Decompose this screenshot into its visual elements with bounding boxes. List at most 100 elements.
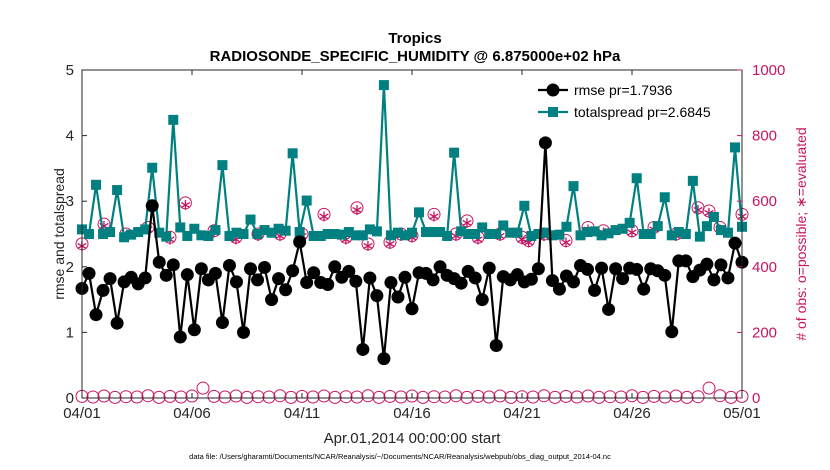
obs-possible-marker (317, 207, 331, 221)
rmse-marker (595, 261, 609, 275)
totalspread-marker (533, 229, 544, 239)
chart-title: Tropics (388, 30, 441, 47)
totalspread-marker (435, 227, 446, 238)
totalspread-marker (687, 175, 698, 186)
x-tick-label: 04/16 (393, 405, 431, 422)
obs-possible-marker (306, 390, 320, 404)
obs-possible-marker (141, 389, 155, 403)
totalspread-marker (512, 227, 523, 238)
rmse-marker (251, 273, 265, 287)
obs-possible-marker (185, 389, 199, 403)
totalspread-marker (631, 173, 642, 184)
totalspread-marker (217, 160, 228, 171)
y-axis-right-label: # of obs: o=possible; ∗=evaluated (793, 127, 809, 340)
obs-possible-marker (119, 390, 133, 404)
y-left-tick-label: 0 (66, 390, 74, 407)
obs-possible-marker (548, 390, 562, 404)
obs-possible-marker (713, 389, 727, 403)
rmse-marker (286, 264, 300, 278)
totalspread-marker (273, 223, 284, 234)
obs-possible-marker (603, 390, 617, 404)
rmse-marker (566, 275, 580, 289)
totalspread-marker (694, 231, 705, 242)
obs-possible-marker (416, 390, 430, 404)
totalspread-marker (477, 222, 488, 233)
obs-possible-marker (361, 389, 375, 403)
rmse-marker (244, 262, 258, 276)
totalspread-marker (259, 225, 270, 236)
totalspread-marker (491, 229, 502, 239)
rmse-marker (398, 270, 412, 284)
rmse-marker (552, 282, 566, 296)
obs-possible-marker (405, 389, 419, 403)
totalspread-marker (540, 227, 551, 238)
rmse-marker (180, 268, 194, 282)
y-left-tick-label: 4 (66, 128, 74, 145)
obs-possible-marker (427, 207, 441, 221)
obs-possible-marker (449, 389, 463, 403)
y-right-tick-label: 600 (752, 193, 777, 210)
series-layer (75, 80, 749, 366)
totalspread-marker (231, 227, 242, 238)
rmse-marker (482, 261, 496, 275)
totalspread-marker (645, 229, 656, 239)
totalspread-marker (708, 211, 719, 222)
rmse-marker (229, 275, 243, 289)
rmse-marker (110, 316, 124, 330)
obs-possible-marker (152, 390, 166, 404)
obs-evaluated-marker: ∗ (361, 238, 374, 255)
totalspread-marker (666, 230, 677, 241)
totalspread-marker (680, 229, 691, 239)
totalspread-marker (407, 227, 417, 238)
obs-possible-marker (350, 201, 364, 215)
y-left-tick-label: 2 (66, 259, 74, 276)
x-tick-label: 04/01 (63, 405, 101, 422)
totalspread-marker (203, 230, 214, 241)
totalspread-marker (582, 227, 593, 238)
totalspread-marker (91, 179, 102, 190)
totalspread-marker (329, 229, 340, 239)
rmse-marker (616, 272, 630, 286)
rmse-marker (307, 266, 321, 280)
totalspread-marker (280, 225, 291, 236)
rmse-marker (630, 262, 644, 276)
y-right-tick-label: 0 (752, 390, 760, 407)
obs-possible-marker (295, 389, 309, 403)
obs-possible-marker (493, 389, 507, 403)
rmse-marker (384, 276, 398, 290)
obs-possible-marker (86, 390, 100, 404)
footer-file-path: data file: /Users/gharamti/Documents/NCA… (189, 452, 611, 461)
obs-possible-marker (504, 390, 518, 404)
rmse-marker (187, 323, 201, 337)
rmse-marker (581, 262, 595, 276)
rmse-marker (391, 290, 405, 304)
obs-evaluated-marker: ∗ (317, 208, 330, 225)
rmse-marker (145, 199, 159, 213)
totalspread-marker (371, 226, 382, 237)
obs-possible-marker (273, 389, 287, 403)
rmse-marker (173, 330, 187, 344)
obs-possible-marker (658, 390, 672, 404)
legend: rmse pr=1.7936 totalspread pr=2.6845 (531, 77, 739, 127)
rmse-marker (602, 302, 616, 316)
totalspread-marker (617, 223, 628, 234)
rmse-marker (82, 266, 96, 280)
x-axis-ticks: 04/01 04/06 04/11 04/16 04/21 04/26 05/01 (63, 70, 761, 422)
obs-possible-marker (471, 389, 485, 403)
rmse-marker (665, 325, 679, 339)
totalspread-marker (561, 221, 572, 232)
obs-possible-marker (570, 390, 584, 404)
obs-possible-marker (537, 389, 551, 403)
x-tick-label: 04/06 (173, 405, 211, 422)
y-left-tick-label: 5 (66, 62, 74, 79)
totalspread-marker (498, 220, 509, 231)
obs-possible-marker (328, 390, 342, 404)
x-tick-label: 04/21 (503, 405, 541, 422)
totalspread-marker (659, 192, 670, 203)
chart-subtitle: RADIOSONDE_SPECIFIC_HUMIDITY @ 6.875000e… (210, 48, 621, 65)
totalspread-marker (729, 142, 740, 153)
obs-possible-marker (581, 389, 595, 403)
rmse-marker (103, 272, 117, 286)
rmse-marker (370, 289, 384, 303)
